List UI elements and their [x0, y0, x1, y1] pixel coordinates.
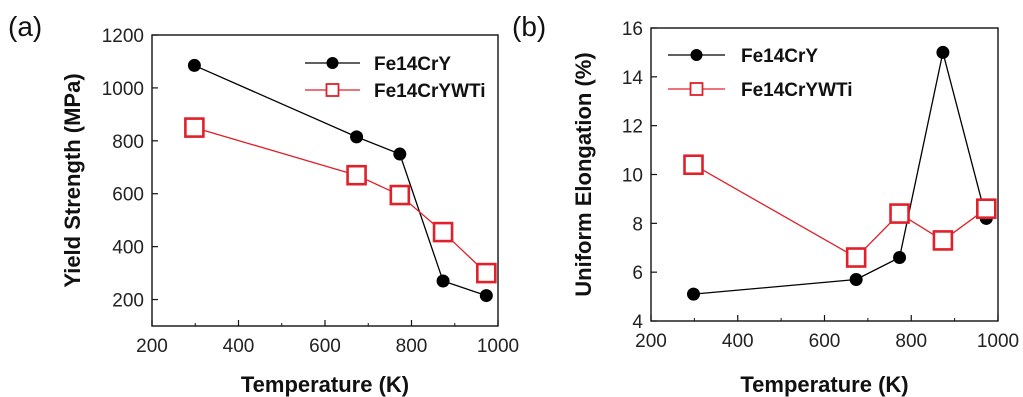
data-point — [936, 45, 950, 59]
data-point — [184, 117, 205, 138]
series-Fe14CrYWTi — [683, 154, 997, 268]
data-point — [476, 262, 497, 284]
legend-label: Fe14CrY — [741, 46, 818, 67]
data-point — [932, 230, 954, 251]
data-point — [346, 164, 367, 186]
legend-label: Fe14CrYWTi — [741, 80, 853, 101]
y-tick-label: 200 — [112, 291, 144, 312]
data-point — [845, 247, 867, 268]
data-point — [432, 221, 454, 243]
x-axis-title: Temperature (K) — [241, 372, 409, 397]
data-point — [436, 274, 450, 288]
data-point — [393, 147, 407, 161]
y-tick-label: 8 — [632, 214, 643, 235]
chart-panel-a: (a) 200 400 600 800 1000 200 400 600 800 1000 1200 T… — [8, 11, 519, 397]
data-point — [893, 251, 907, 265]
legend-label: Fe14CrYWTi — [374, 81, 486, 102]
data-point — [687, 287, 701, 301]
y-tick-label: 400 — [112, 238, 144, 259]
y-tick-label: 16 — [622, 19, 643, 40]
legend-marker — [690, 49, 703, 61]
legend-entry: Fe14CrYWTi — [305, 81, 486, 102]
x-tick-label: 600 — [809, 331, 841, 352]
x-tick-label: 800 — [396, 336, 428, 357]
x-tick-label: 600 — [309, 336, 341, 357]
series-Fe14CrYWTi — [184, 117, 497, 284]
y-tick-label: 800 — [112, 132, 144, 153]
y-tick-label: 1000 — [102, 79, 144, 100]
y-tick-label: 1200 — [102, 26, 144, 47]
y-tick-label: 10 — [622, 166, 643, 187]
x-tick-label: 400 — [722, 331, 754, 352]
y-tick-label: 6 — [632, 263, 643, 284]
legend-marker — [326, 57, 339, 69]
data-point — [350, 130, 364, 144]
data-point — [683, 154, 704, 176]
x-tick-label: 1000 — [977, 331, 1019, 352]
y-axis-title: Yield Strength (MPa) — [60, 73, 85, 287]
data-point — [389, 184, 411, 206]
y-axis-title: Uniform Elongation (%) — [571, 52, 596, 296]
legend-marker — [689, 82, 704, 96]
legend-entry: Fe14CrYWTi — [668, 80, 853, 101]
x-tick-label: 200 — [635, 331, 667, 352]
y-tick-label: 14 — [622, 68, 644, 89]
data-point — [479, 289, 493, 303]
x-tick-label: 400 — [223, 336, 255, 357]
data-point — [187, 58, 201, 72]
x-tick-label: 200 — [136, 336, 168, 357]
legend-entry: Fe14CrY — [305, 54, 451, 75]
y-tick-label: 600 — [112, 185, 144, 206]
series-Fe14CrY — [187, 58, 493, 303]
data-point — [849, 272, 863, 286]
y-tick-label: 12 — [622, 117, 643, 138]
series-line — [194, 126, 487, 274]
legend-marker — [325, 83, 340, 97]
x-tick-label: 1000 — [477, 336, 519, 357]
x-tick-label: 800 — [895, 331, 927, 352]
x-axis-title: Temperature (K) — [740, 372, 908, 397]
chart-panel-b: (b) 200 400 600 800 1000 4 6 8 10 12 14 16 Temperatur… — [512, 11, 1019, 397]
data-point — [889, 203, 910, 224]
legend-entry: Fe14CrY — [668, 46, 818, 67]
y-tick-label: 4 — [632, 312, 643, 333]
panel-label: (b) — [512, 11, 546, 42]
panel-label: (a) — [8, 11, 42, 42]
data-point — [975, 198, 997, 219]
legend-label: Fe14CrY — [374, 54, 451, 75]
